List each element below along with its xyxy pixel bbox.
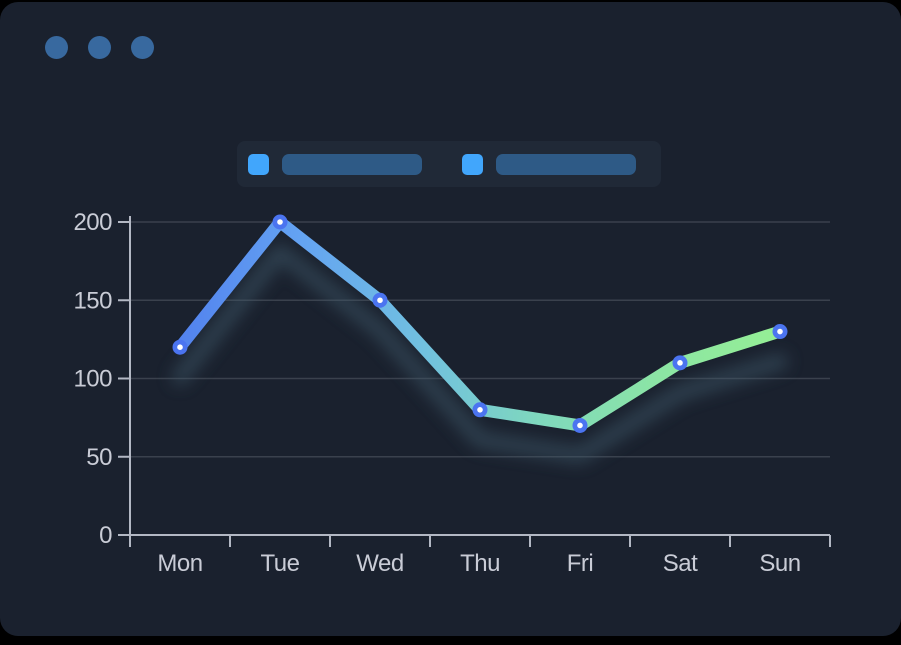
legend-swatch xyxy=(248,153,269,175)
x-tick-label: Fri xyxy=(567,550,593,577)
x-tick-label: Sun xyxy=(759,550,800,577)
x-tick-label: Wed xyxy=(356,550,403,577)
x-tick-label: Sat xyxy=(663,550,698,577)
window-dot[interactable] xyxy=(45,36,68,59)
window-dot[interactable] xyxy=(88,36,111,59)
data-point-core xyxy=(177,344,183,351)
chart-legend xyxy=(237,141,661,187)
x-tick-label: Mon xyxy=(157,550,202,577)
data-point-core xyxy=(277,219,283,225)
data-point-core xyxy=(777,328,783,335)
y-tick-label: 100 xyxy=(73,366,112,393)
x-tick-label: Thu xyxy=(460,550,500,577)
window-dots xyxy=(45,36,154,59)
data-point-core xyxy=(477,407,483,413)
y-tick-label: 150 xyxy=(73,287,112,314)
legend-swatch xyxy=(462,153,483,175)
series-line-glow xyxy=(172,244,788,464)
y-tick-label: 0 xyxy=(99,522,112,549)
data-point-core xyxy=(377,297,383,304)
y-tick-label: 50 xyxy=(86,444,112,471)
legend-label-placeholder xyxy=(282,153,422,175)
legend-item-2[interactable] xyxy=(462,153,636,175)
y-tick-label: 200 xyxy=(73,209,112,236)
legend-item-1[interactable] xyxy=(248,153,422,175)
data-point-core xyxy=(677,360,683,366)
window-dot[interactable] xyxy=(131,36,154,59)
data-point-core xyxy=(577,422,583,429)
x-tick-label: Tue xyxy=(261,550,300,577)
legend-label-placeholder xyxy=(496,153,636,175)
window-titlebar xyxy=(45,36,154,59)
